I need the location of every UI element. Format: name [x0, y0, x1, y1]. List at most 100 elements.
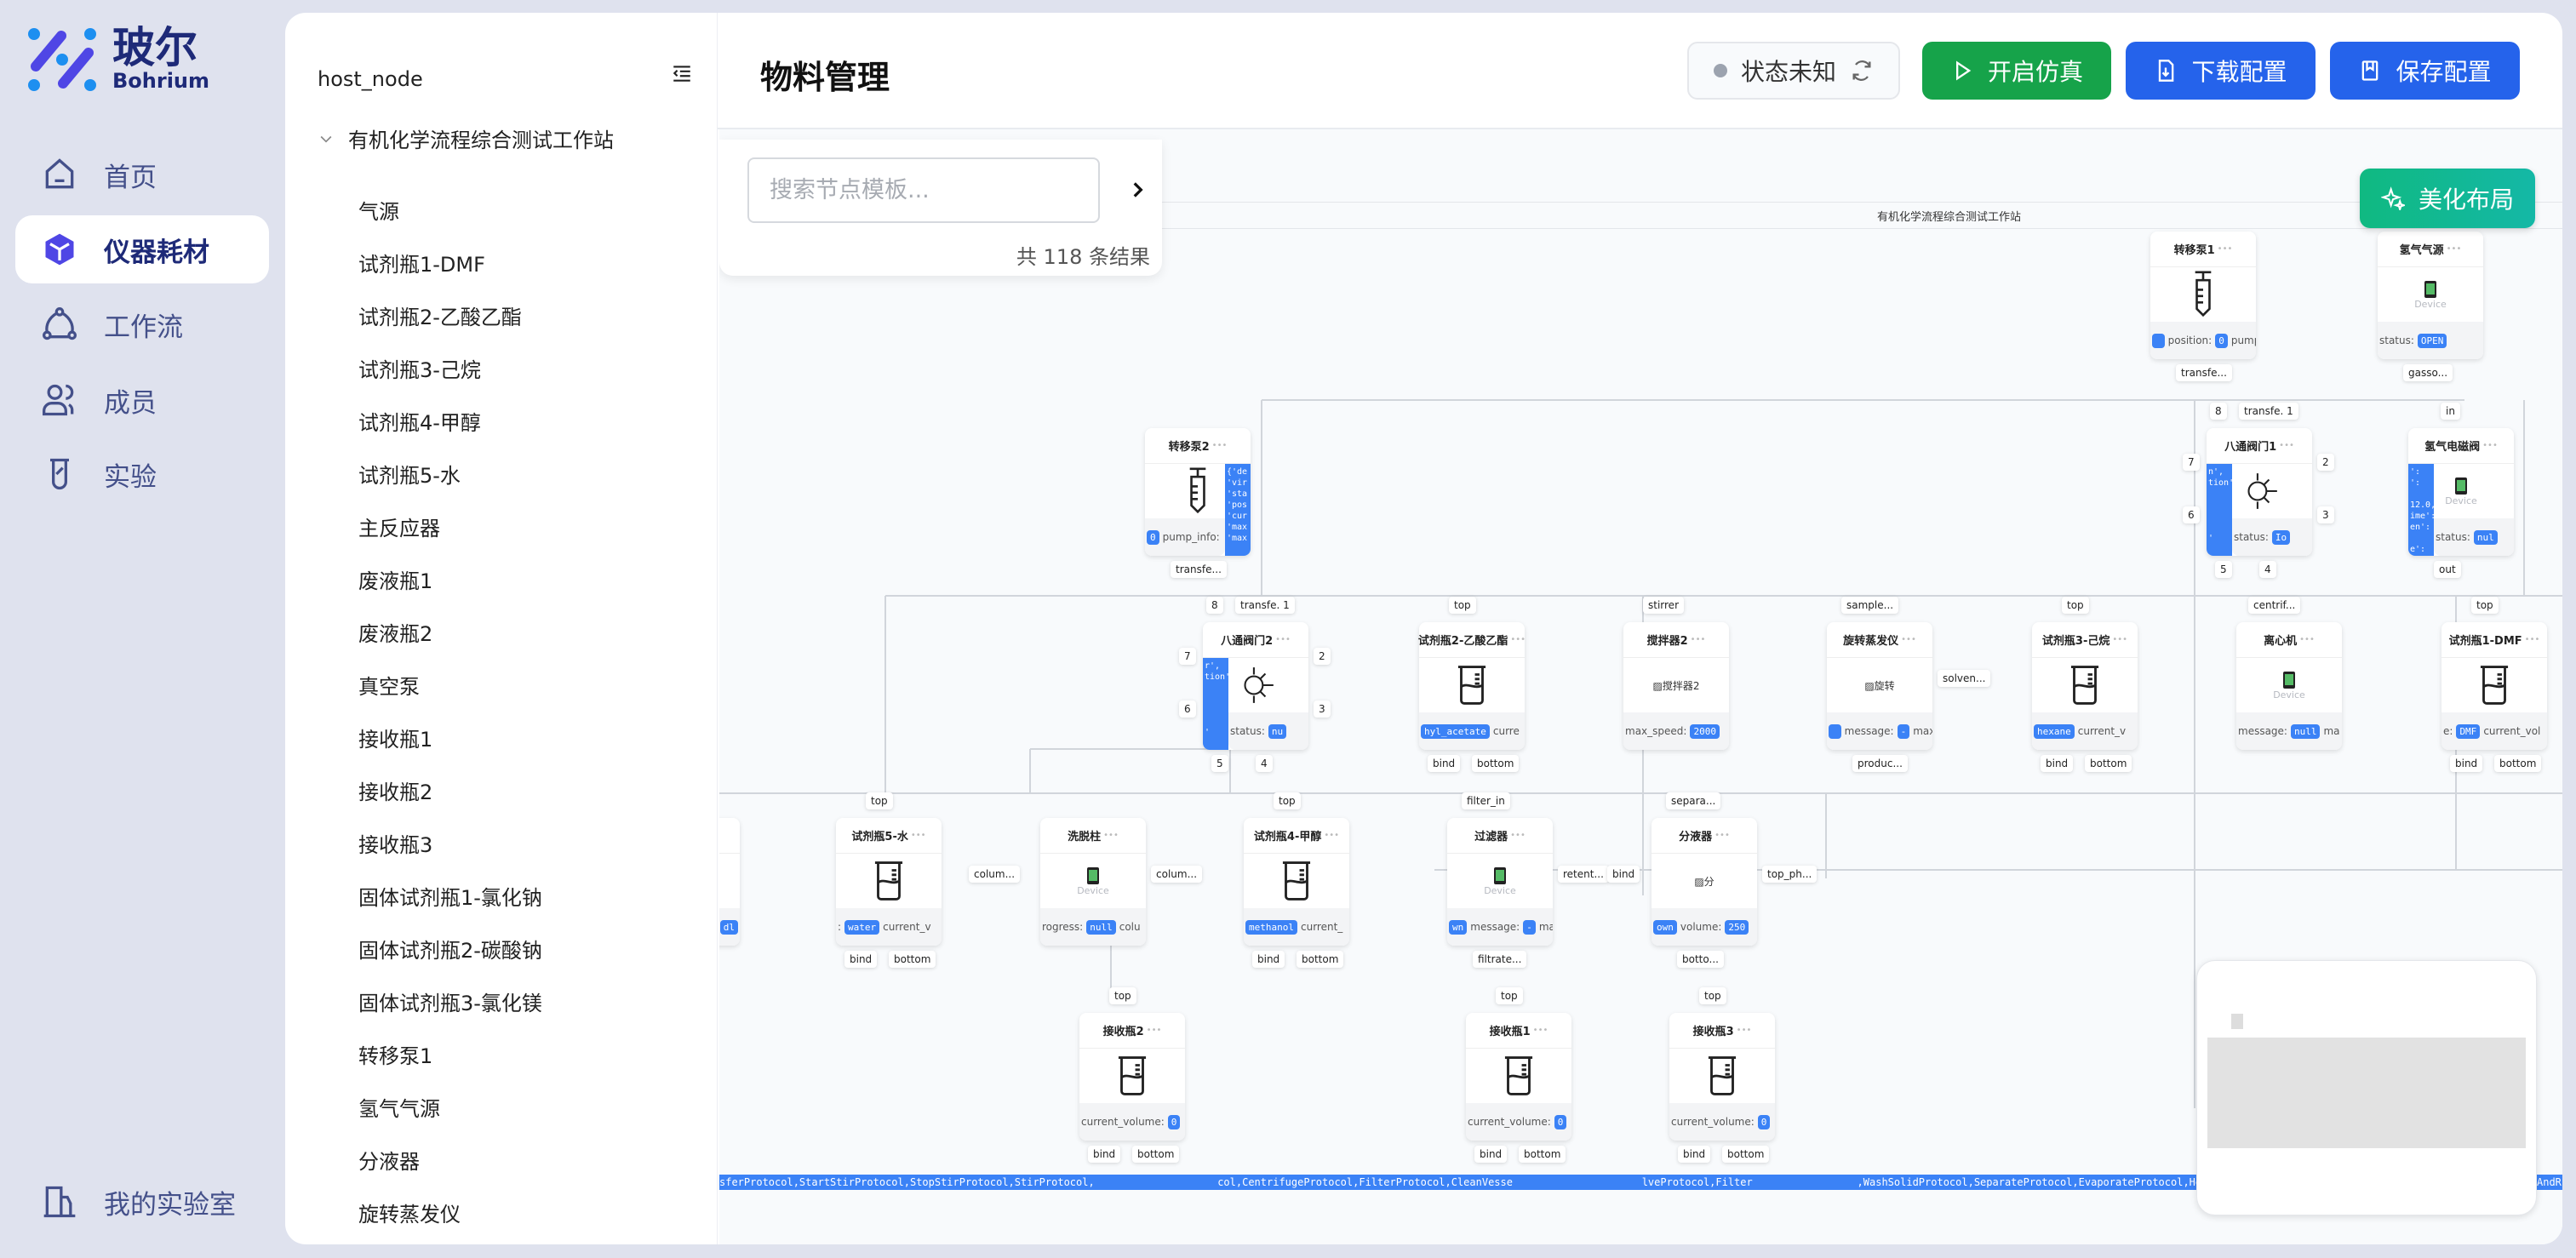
- tree-item[interactable]: 废液瓶1: [358, 569, 433, 593]
- more-options-icon[interactable]: •••: [1690, 635, 1706, 644]
- refresh-icon[interactable]: [1850, 59, 1874, 83]
- device-node[interactable]: 试剂瓶5-水 •••: water current_v top bind bottom: [836, 792, 942, 968]
- more-options-icon[interactable]: •••: [910, 831, 926, 840]
- more-options-icon[interactable]: •••: [1275, 635, 1291, 644]
- port-label[interactable]: produc...: [1852, 755, 1908, 772]
- nav-item-experiments[interactable]: 实验: [15, 440, 269, 508]
- port-label[interactable]: 5: [1211, 755, 1228, 772]
- tree-item[interactable]: 固体试剂瓶1-氯化钠: [358, 886, 542, 910]
- device-node[interactable]: 试剂瓶3-己烷 ••• hexane current_v top bind bottom: [2032, 597, 2138, 772]
- tree-group[interactable]: 有机化学流程综合测试工作站: [318, 123, 614, 153]
- field-value[interactable]: dl: [719, 919, 738, 935]
- nav-item-my-lab[interactable]: 我的实验室: [15, 1168, 269, 1236]
- port-label[interactable]: filter_in: [1462, 792, 1510, 809]
- tree-item[interactable]: 分液器: [358, 1150, 420, 1174]
- port-label[interactable]: 7: [2183, 454, 2200, 471]
- port-label[interactable]: top: [1449, 597, 1476, 614]
- more-options-icon[interactable]: •••: [2279, 441, 2294, 450]
- device-node[interactable]: 旋转蒸发仪••• ▨旋转 message:-max_ sample... produc…: [1827, 597, 1991, 772]
- device-node[interactable]: 洗脱柱 ••• Device rogress: null colu colum... colu…: [969, 818, 1203, 946]
- tree-item[interactable]: 接收瓶3: [358, 833, 433, 857]
- more-options-icon[interactable]: •••: [1211, 441, 1228, 450]
- port-label[interactable]: 6: [2183, 506, 2200, 523]
- field-value[interactable]: wn: [1449, 919, 1468, 935]
- field-value[interactable]: 0: [1554, 1114, 1567, 1129]
- port-label[interactable]: 4: [2259, 561, 2276, 578]
- tree-item[interactable]: 固体试剂瓶3-氯化镁: [358, 992, 542, 1015]
- field-value[interactable]: -: [1897, 723, 1910, 739]
- tree-item[interactable]: 废液瓶2: [358, 622, 433, 646]
- field-value[interactable]: 0: [1147, 529, 1159, 545]
- port-label[interactable]: centrif...: [2248, 597, 2301, 614]
- device-node[interactable]: 试剂瓶4-甲醇 ••• methanol current_ top bind bottom: [1244, 792, 1349, 968]
- more-options-icon[interactable]: •••: [1736, 1026, 1752, 1035]
- status-badge[interactable]: 状态未知: [1687, 42, 1900, 100]
- field-value[interactable]: -: [1523, 919, 1536, 935]
- tree-item[interactable]: 主反应器: [358, 517, 440, 540]
- port-label[interactable]: top: [1274, 792, 1301, 809]
- more-options-icon[interactable]: •••: [2299, 635, 2315, 644]
- port-label[interactable]: bind: [2041, 755, 2074, 772]
- save-config-button[interactable]: 保存配置: [2330, 42, 2520, 100]
- more-options-icon[interactable]: •••: [1510, 635, 1526, 644]
- port-label[interactable]: sample...: [1841, 597, 1899, 614]
- field-value[interactable]: nul: [2473, 529, 2498, 545]
- device-node[interactable]: 离心机 ••• Device message: null ma centrif...: [2236, 597, 2342, 750]
- port-label[interactable]: bottom: [2494, 755, 2542, 772]
- port-label[interactable]: 2: [2317, 454, 2334, 471]
- tree-item[interactable]: 旋转蒸发仪: [358, 1203, 461, 1227]
- beautify-layout-button[interactable]: 美化布局: [2360, 169, 2535, 228]
- more-options-icon[interactable]: •••: [2524, 635, 2540, 644]
- nav-item-members[interactable]: 成员: [15, 366, 269, 434]
- more-options-icon[interactable]: •••: [1510, 831, 1526, 840]
- field-value[interactable]: hyl_acetate: [1421, 723, 1490, 739]
- more-options-icon[interactable]: •••: [2217, 244, 2233, 254]
- field-value[interactable]: 2000: [1690, 723, 1720, 739]
- port-label[interactable]: top: [2471, 597, 2499, 614]
- more-options-icon[interactable]: •••: [1532, 1026, 1548, 1035]
- tree-item[interactable]: 试剂瓶5-水: [358, 464, 461, 488]
- device-node[interactable]: 试剂瓶2-乙酸乙酯 ••• hyl_acetate curre top bind botto…: [1418, 597, 1526, 772]
- field-value[interactable]: null: [2290, 723, 2321, 739]
- port-label[interactable]: separa...: [1666, 792, 1721, 809]
- more-options-icon[interactable]: •••: [2112, 635, 2128, 644]
- tree-root[interactable]: host_node: [318, 67, 423, 91]
- port-label[interactable]: transfe. 1: [1235, 597, 1295, 614]
- port-label[interactable]: 3: [2317, 506, 2334, 523]
- port-label[interactable]: retent...: [1558, 866, 1609, 883]
- chevron-right-icon[interactable]: [1126, 179, 1148, 201]
- port-label[interactable]: bind: [1088, 1146, 1121, 1163]
- port-label[interactable]: top_ph...: [1762, 866, 1818, 883]
- search-input[interactable]: [747, 157, 1100, 223]
- flow-canvas[interactable]: 有机化学流程综合测试工作站 sferProtocol,StartStirProt…: [719, 129, 2562, 1244]
- port-label[interactable]: solven...: [1938, 670, 1991, 687]
- more-options-icon[interactable]: •••: [1324, 831, 1340, 840]
- tree-item[interactable]: 试剂瓶4-甲醇: [358, 411, 481, 435]
- port-label[interactable]: 8: [2210, 403, 2227, 420]
- port-label[interactable]: top: [1496, 987, 1523, 1004]
- port-label[interactable]: colum...: [1151, 866, 1203, 883]
- more-options-icon[interactable]: •••: [1714, 831, 1730, 840]
- tree-item[interactable]: 真空泵: [358, 675, 420, 699]
- tree-item[interactable]: 试剂瓶2-乙酸乙酯: [358, 306, 522, 329]
- device-node[interactable]: 分液器 ••• ▨分 own volume: 250 separa... botto... bi…: [1607, 792, 1818, 968]
- port-label[interactable]: out: [2434, 561, 2461, 578]
- port-label[interactable]: bind: [1474, 1146, 1508, 1163]
- port-label[interactable]: 8: [1206, 597, 1223, 614]
- more-options-icon[interactable]: •••: [1103, 831, 1119, 840]
- field-value[interactable]: 0: [2215, 333, 2228, 348]
- tree-item[interactable]: 接收瓶2: [358, 781, 433, 804]
- start-simulation-button[interactable]: 开启仿真: [1922, 42, 2111, 100]
- field-value[interactable]: 0: [1167, 1114, 1181, 1129]
- port-label[interactable]: bottom: [1519, 1146, 1566, 1163]
- port-label[interactable]: colum...: [969, 866, 1021, 883]
- field-value[interactable]: methanol: [1245, 919, 1297, 935]
- port-label[interactable]: bottom: [1132, 1146, 1180, 1163]
- tree-item[interactable]: 氢气气源: [358, 1097, 440, 1121]
- tree-item[interactable]: 试剂瓶3-己烷: [358, 358, 481, 382]
- port-label[interactable]: transfe...: [1171, 561, 1227, 578]
- device-node[interactable]: 接收瓶3 ••• current_volume: 0 top bind bottom: [1669, 987, 1775, 1163]
- field-value[interactable]: 0: [1757, 1114, 1771, 1129]
